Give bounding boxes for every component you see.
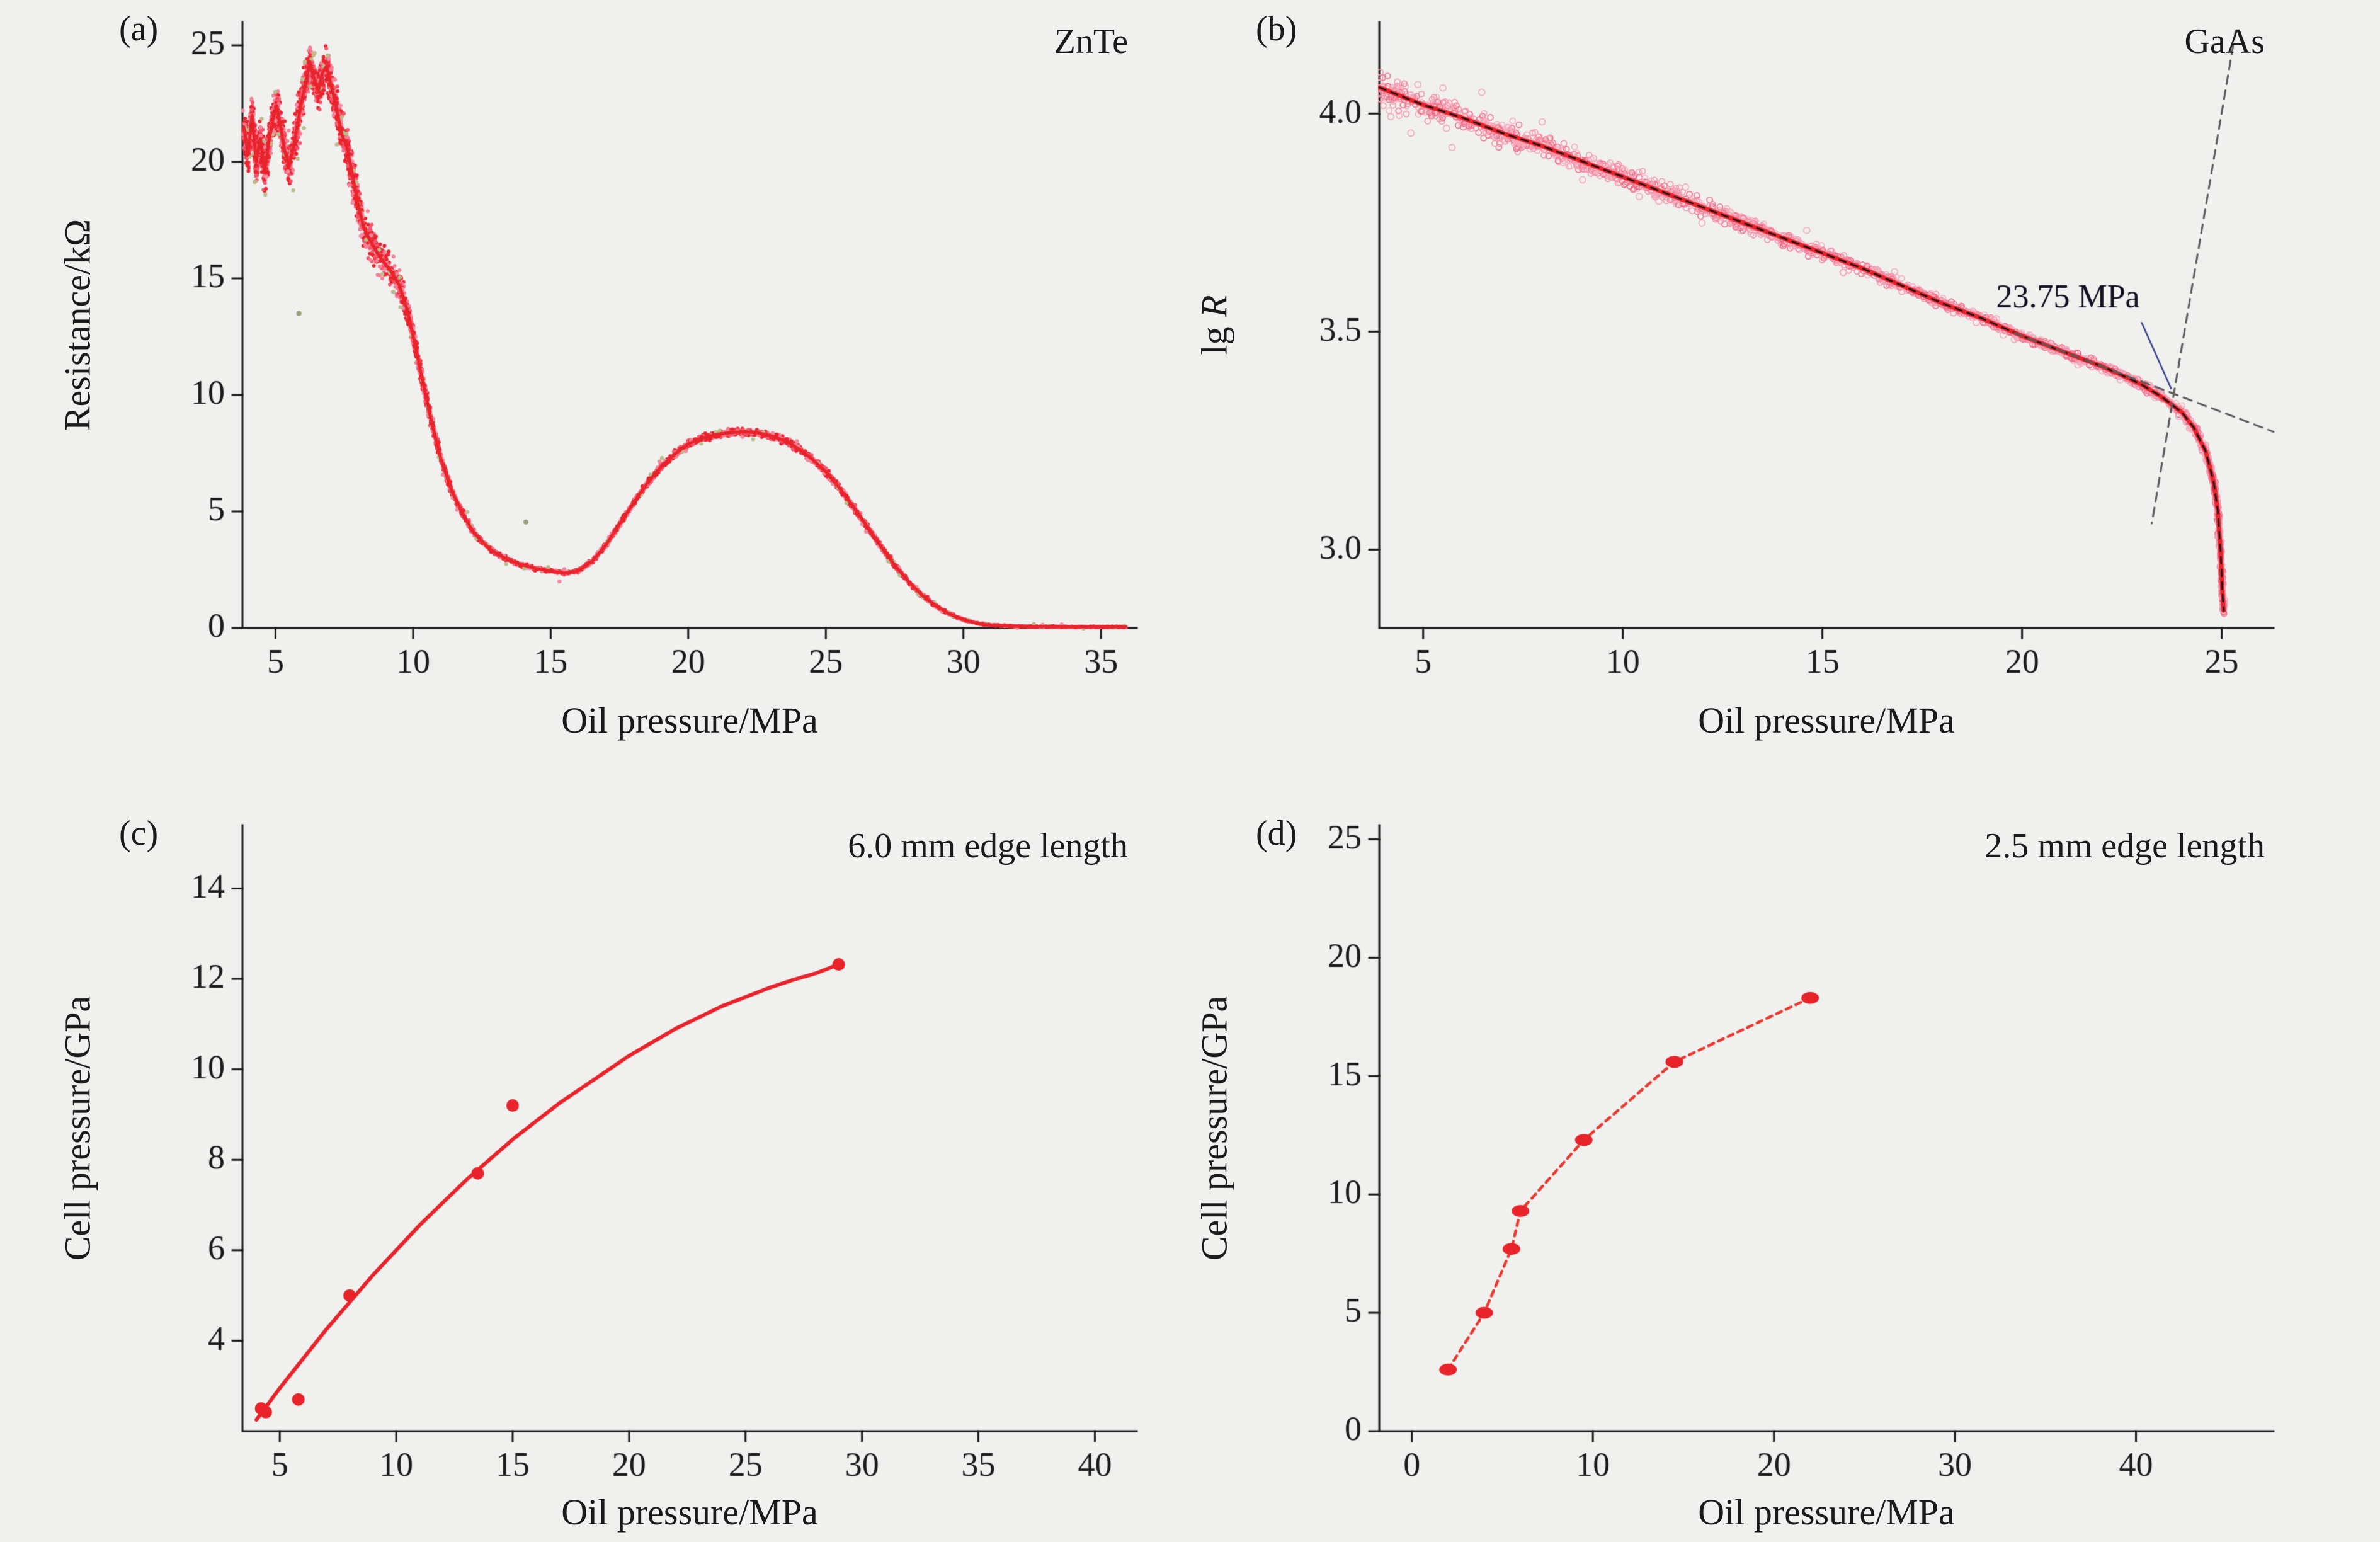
panel-b-x-axis-label: Oil pressure/MPa bbox=[1698, 700, 1955, 741]
panel-a-x-axis-label: Oil pressure/MPa bbox=[561, 700, 818, 741]
panel-d-sample-label: 2.5 mm edge length bbox=[1984, 826, 2265, 865]
panel-b-y-axis-text: lg bbox=[1193, 317, 1235, 355]
panel-c-plot-canvas bbox=[54, 778, 1193, 1542]
panel-c-sample-label: 6.0 mm edge length bbox=[848, 826, 1128, 865]
panel-a: (a) ZnTe Oil pressure/MPa Resistance/kΩ bbox=[54, 0, 1193, 778]
panel-b-letter: (b) bbox=[1256, 9, 1297, 49]
panel-d-letter: (d) bbox=[1256, 814, 1297, 853]
panel-b-sample-label: GaAs bbox=[2184, 22, 2265, 61]
panel-d-x-axis-label: Oil pressure/MPa bbox=[1698, 1492, 1955, 1533]
panel-c-x-axis-label: Oil pressure/MPa bbox=[561, 1492, 818, 1533]
panel-b-plot-canvas bbox=[1190, 0, 2330, 778]
panel-b-y-axis-label: lg R bbox=[1193, 295, 1236, 355]
panel-a-y-axis-text: Resistance/kΩ bbox=[57, 219, 98, 431]
panel-d-y-axis-text: Cell pressure/GPa bbox=[1193, 995, 1235, 1261]
panel-a-letter: (a) bbox=[119, 9, 159, 49]
panel-d-y-axis-label: Cell pressure/GPa bbox=[1193, 996, 1236, 1260]
panel-d-plot-canvas bbox=[1190, 778, 2330, 1542]
panel-a-plot-canvas bbox=[54, 0, 1193, 778]
panel-c-letter: (c) bbox=[119, 814, 159, 853]
panel-c-y-axis-label: Cell pressure/GPa bbox=[57, 996, 99, 1260]
panel-a-y-axis-label: Resistance/kΩ bbox=[57, 219, 99, 431]
panel-d: (d) 2.5 mm edge length Oil pressure/MPa … bbox=[1190, 778, 2330, 1542]
panel-c: (c) 6.0 mm edge length Oil pressure/MPa … bbox=[54, 778, 1193, 1542]
panel-b-y-axis-italic: R bbox=[1193, 295, 1235, 317]
panel-a-sample-label: ZnTe bbox=[1054, 22, 1128, 61]
panel-b: (b) GaAs Oil pressure/MPa lg R bbox=[1190, 0, 2330, 778]
panel-c-y-axis-text: Cell pressure/GPa bbox=[57, 995, 98, 1261]
